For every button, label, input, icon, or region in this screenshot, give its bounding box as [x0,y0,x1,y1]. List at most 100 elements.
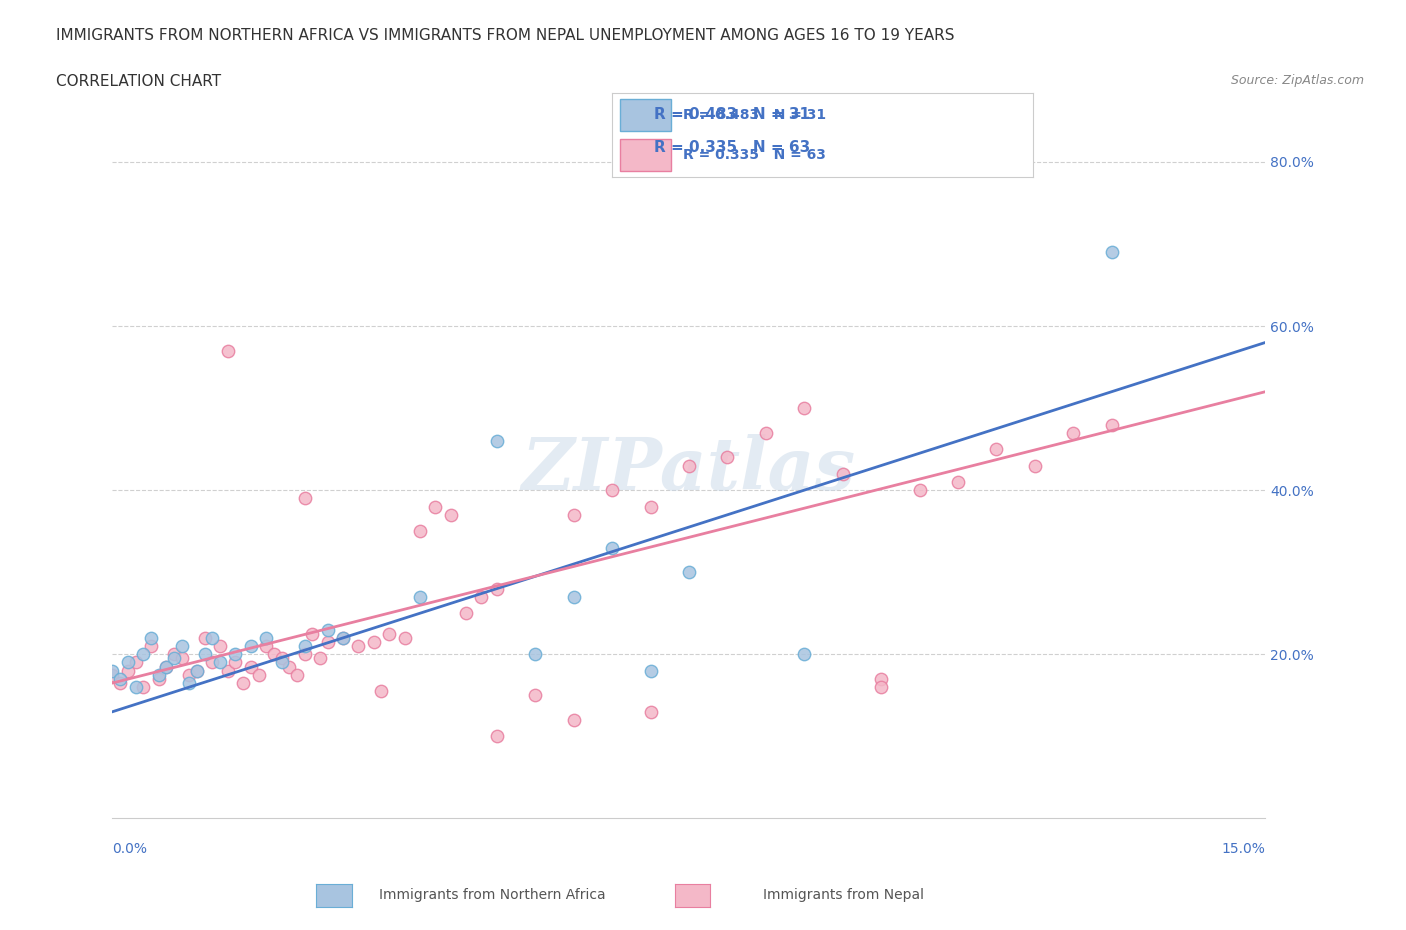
Text: R = 0.335   N = 63: R = 0.335 N = 63 [683,148,827,162]
Immigrants from Northern Africa [155,659,177,674]
Immigrants from Nepal [155,659,177,674]
Text: R = 0.483   N = 31: R = 0.483 N = 31 [654,107,810,122]
Immigrants from Nepal [409,524,432,538]
Immigrants from Nepal [217,663,239,678]
Immigrants from Nepal [201,655,224,670]
Text: Immigrants from Nepal: Immigrants from Nepal [763,888,924,902]
Immigrants from Nepal [101,668,124,683]
Immigrants from Northern Africa [1101,245,1123,259]
Immigrants from Northern Africa [148,668,170,683]
Immigrants from Nepal [163,647,186,662]
Immigrants from Nepal [148,671,170,686]
Immigrants from Nepal [139,639,162,654]
Immigrants from Northern Africa [101,663,124,678]
Immigrants from Northern Africa [254,631,277,645]
Immigrants from Nepal [1062,425,1084,440]
Immigrants from Northern Africa [524,647,547,662]
Immigrants from Nepal [986,442,1008,457]
Immigrants from Nepal [124,655,146,670]
Immigrants from Nepal [755,425,778,440]
Immigrants from Northern Africa [562,590,585,604]
Immigrants from Nepal [254,639,277,654]
Immigrants from Northern Africa [640,663,662,678]
Text: R = 0.483   N = 31: R = 0.483 N = 31 [683,108,827,122]
Immigrants from Nepal [600,483,623,498]
Immigrants from Northern Africa [201,631,224,645]
Immigrants from Northern Africa [224,647,246,662]
Immigrants from Nepal [425,499,447,514]
Immigrants from Nepal [640,704,662,719]
Immigrants from Nepal [1101,417,1123,432]
Immigrants from Nepal [232,675,254,690]
Immigrants from Northern Africa [600,540,623,555]
Immigrants from Nepal [347,639,370,654]
Text: 0.0%: 0.0% [112,842,148,856]
Immigrants from Nepal [224,655,246,670]
Immigrants from Northern Africa [294,639,316,654]
Immigrants from Northern Africa [793,647,815,662]
Immigrants from Nepal [678,458,700,473]
Immigrants from Nepal [117,663,139,678]
Immigrants from Northern Africa [132,647,155,662]
Immigrants from Nepal [294,491,316,506]
Text: ZIPatlas: ZIPatlas [522,434,856,505]
Immigrants from Nepal [170,651,193,666]
Immigrants from Northern Africa [239,639,262,654]
Immigrants from Nepal [247,668,270,683]
Immigrants from Northern Africa [108,671,131,686]
Text: Immigrants from Northern Africa: Immigrants from Northern Africa [378,888,606,902]
Immigrants from Northern Africa [485,433,508,448]
Immigrants from Nepal [301,626,323,641]
Immigrants from Nepal [217,343,239,358]
Immigrants from Nepal [454,605,477,620]
Text: CORRELATION CHART: CORRELATION CHART [56,74,221,89]
Immigrants from Northern Africa [117,655,139,670]
Immigrants from Nepal [485,581,508,596]
Immigrants from Nepal [870,680,893,695]
Immigrants from Northern Africa [194,647,217,662]
Immigrants from Nepal [370,684,392,698]
Immigrants from Nepal [239,659,262,674]
Immigrants from Nepal [270,651,292,666]
Immigrants from Nepal [108,675,131,690]
Immigrants from Nepal [1024,458,1046,473]
Immigrants from Nepal [209,639,232,654]
Text: 15.0%: 15.0% [1222,842,1265,856]
Immigrants from Nepal [870,671,893,686]
Immigrants from Nepal [793,401,815,416]
Immigrants from Northern Africa [316,622,339,637]
Immigrants from Northern Africa [678,565,700,579]
Immigrants from Nepal [946,474,969,489]
Immigrants from Nepal [562,712,585,727]
Immigrants from Nepal [394,631,416,645]
Immigrants from Northern Africa [209,655,232,670]
Immigrants from Northern Africa [332,631,354,645]
Immigrants from Nepal [309,651,332,666]
Immigrants from Nepal [263,647,285,662]
Bar [620,139,671,171]
Immigrants from Nepal [186,663,208,678]
Text: IMMIGRANTS FROM NORTHERN AFRICA VS IMMIGRANTS FROM NEPAL UNEMPLOYMENT AMONG AGES: IMMIGRANTS FROM NORTHERN AFRICA VS IMMIG… [56,28,955,43]
Immigrants from Northern Africa [124,680,146,695]
Immigrants from Nepal [716,450,738,465]
Bar [620,99,671,130]
Immigrants from Nepal [562,508,585,523]
Immigrants from Nepal [316,634,339,649]
Immigrants from Nepal [179,668,201,683]
Immigrants from Nepal [363,634,385,649]
Immigrants from Northern Africa [139,631,162,645]
Immigrants from Nepal [294,647,316,662]
Immigrants from Nepal [640,499,662,514]
Immigrants from Nepal [332,631,354,645]
Immigrants from Northern Africa [179,675,201,690]
Text: Source: ZipAtlas.com: Source: ZipAtlas.com [1230,74,1364,87]
Immigrants from Nepal [485,729,508,744]
Text: R = 0.335   N = 63: R = 0.335 N = 63 [654,140,810,154]
Immigrants from Northern Africa [163,651,186,666]
Immigrants from Nepal [194,631,217,645]
Immigrants from Nepal [440,508,463,523]
Immigrants from Northern Africa [270,655,292,670]
Immigrants from Nepal [378,626,401,641]
Immigrants from Nepal [524,688,547,703]
Immigrants from Northern Africa [186,663,208,678]
